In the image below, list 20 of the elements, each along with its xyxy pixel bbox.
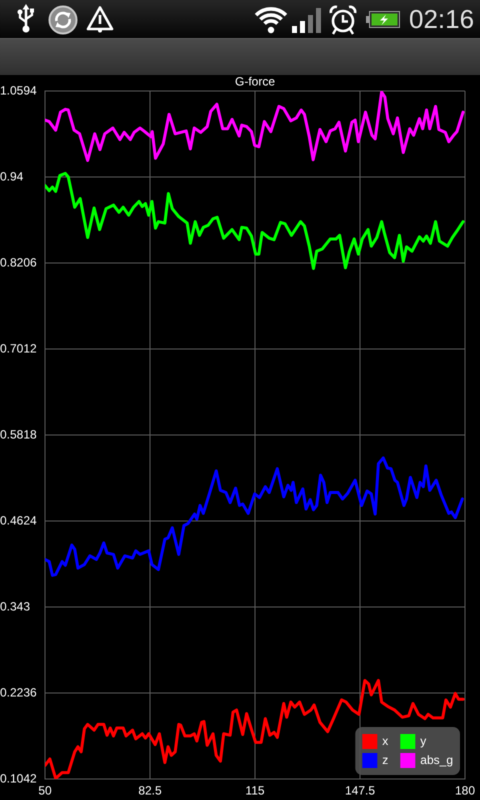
x-tick-label: 50 [38, 784, 52, 798]
x-tick-label: 180 [454, 784, 476, 798]
y-tick-label: 0.94 [0, 169, 24, 184]
x-tick-label: 115 [245, 784, 265, 798]
y-tick-label: 0.2236 [0, 685, 38, 700]
legend-label: y [420, 734, 426, 748]
legend-label: x [382, 734, 388, 748]
x-tick-label: 147.5 [344, 784, 376, 798]
y-tick-label: 0.7012 [0, 341, 38, 356]
y-tick-label: 0.4624 [0, 513, 38, 528]
legend-label: abs_g [420, 752, 453, 767]
y-tick-label: 1.0594 [0, 83, 38, 98]
y-tick-label: 0.8206 [0, 255, 38, 270]
y-tick-label: 0.5818 [0, 427, 38, 442]
y-tick-label: 0.343 [0, 599, 30, 614]
x-tick-label: 82.5 [138, 784, 162, 798]
y-tick-label: 0.1042 [0, 771, 38, 786]
chart-title: G-force [234, 74, 276, 88]
legend-label: z [382, 752, 388, 767]
text: 02:16 [409, 4, 474, 34]
